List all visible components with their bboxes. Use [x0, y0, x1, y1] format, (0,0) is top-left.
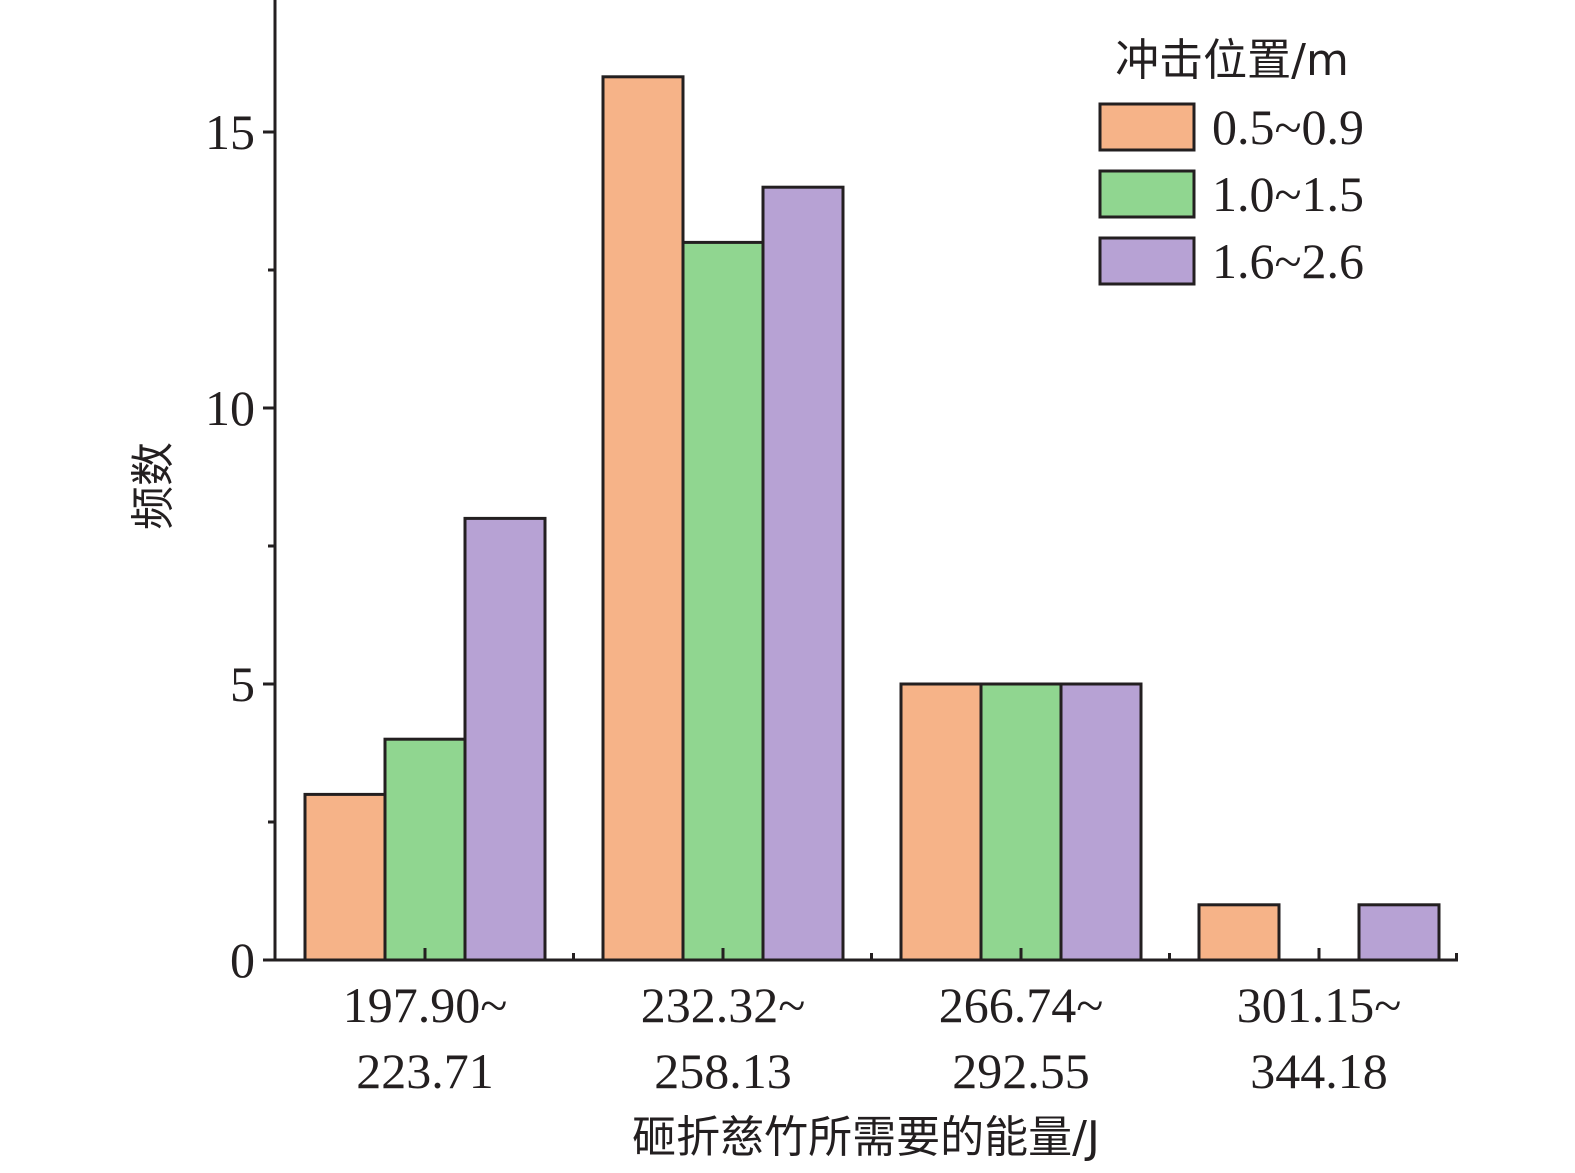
- bar-0.5~0.9-3: [1197, 903, 1281, 962]
- bar-0.5~0.9-0: [303, 792, 387, 962]
- x-tick-label: 344.18: [1250, 1043, 1388, 1099]
- legend-label-1.6~2.6: 1.6~2.6: [1212, 233, 1364, 289]
- y-tick-label: 5: [230, 656, 255, 712]
- x-tick-label: 292.55: [952, 1043, 1090, 1099]
- legend: 冲击位置/m 0.5~0.9 1.0~1.5 1.6~2.6: [1098, 35, 1364, 289]
- legend-swatch-1.6~2.6: [1098, 236, 1196, 286]
- x-tick-label: 301.15~: [1237, 977, 1402, 1033]
- bar-1.6~2.6-2: [1059, 682, 1143, 962]
- y-tick-label: 10: [205, 380, 255, 436]
- x-tick-label: 197.90~: [343, 977, 508, 1033]
- legend-label-1.0~1.5: 1.0~1.5: [1212, 166, 1364, 222]
- x-tick-label: 223.71: [356, 1043, 494, 1099]
- bar-1.6~2.6-3: [1357, 903, 1441, 962]
- legend-swatch-1.0~1.5: [1098, 169, 1196, 219]
- y-tick-label: 0: [230, 932, 255, 988]
- x-axis-title: 砸折慈竹所需要的能量/J: [632, 1112, 1100, 1163]
- y-ticks-layer: 0 5 10 15: [205, 104, 275, 988]
- bar-1.0~1.5-0: [383, 737, 467, 962]
- x-ticks-layer: 197.90~ 223.71 232.32~ 258.13 266.74~ 292.55 3…: [343, 948, 1458, 1099]
- y-tick-label: 15: [205, 104, 255, 160]
- bar-1.0~1.5-1: [681, 240, 765, 962]
- x-tick-label: 258.13: [654, 1043, 792, 1099]
- bar-1.6~2.6-1: [761, 185, 845, 962]
- bar-0.5~0.9-1: [601, 75, 685, 962]
- axes-layer: [273, 0, 1458, 962]
- y-axis-title: 频数: [128, 442, 179, 530]
- legend-label-0.5~0.9: 0.5~0.9: [1212, 99, 1364, 155]
- bar-1.0~1.5-2: [979, 682, 1063, 962]
- bar-1.6~2.6-0: [463, 516, 547, 962]
- x-tick-label: 266.74~: [939, 977, 1104, 1033]
- bar-0.5~0.9-2: [899, 682, 983, 962]
- x-tick-label: 232.32~: [641, 977, 806, 1033]
- legend-title: 冲击位置/m: [1115, 35, 1349, 86]
- bars-layer: [303, 75, 1441, 962]
- legend-swatch-0.5~0.9: [1098, 102, 1196, 152]
